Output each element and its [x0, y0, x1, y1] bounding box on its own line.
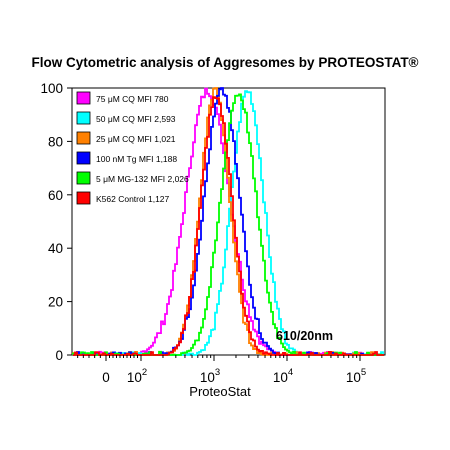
y-tick-label: 100 — [40, 81, 63, 96]
curves-group — [72, 87, 384, 356]
x-tick-label: 102 — [127, 367, 147, 385]
series-curve — [73, 96, 384, 356]
legend-label: 25 μM CQ MFI 1,021 — [96, 134, 176, 144]
legend: 75 μM CQ MFI 780 50 μM CQ MFI 2,593 25 μM … — [76, 91, 189, 205]
legend-swatch — [76, 131, 91, 145]
legend-label: 50 μM CQ MFI 2,593 — [96, 114, 176, 124]
plot-frame — [71, 87, 386, 356]
y-tick-label: 60 — [48, 188, 63, 203]
y-tick-label: 40 — [48, 241, 63, 256]
legend-swatch — [76, 151, 91, 165]
legend-swatch — [76, 191, 91, 205]
y-tick-label: 80 — [48, 134, 63, 149]
x-tick-label: 103 — [200, 367, 220, 385]
filter-annotation: 610/20nm — [276, 329, 333, 343]
legend-label: 75 μM CQ MFI 780 — [96, 94, 169, 104]
legend-label: 5 μM MG-132 MFI 2,026 — [96, 174, 189, 184]
y-tick-label: 0 — [55, 348, 63, 363]
legend-swatch — [76, 91, 91, 105]
chart-title: Flow Cytometric analysis of Aggresomes b… — [31, 55, 419, 70]
x-axis-label: ProteoStat — [189, 384, 251, 399]
x-tick-label: 0 — [102, 370, 110, 385]
x-tick-label: 104 — [273, 367, 293, 385]
x-tick-label: 105 — [346, 367, 366, 385]
legend-label: 100 nM Tg MFI 1,188 — [96, 154, 177, 164]
legend-swatch — [76, 111, 91, 125]
legend-label: K562 Control 1,127 — [96, 194, 170, 204]
y-tick-label: 20 — [48, 295, 63, 310]
legend-swatch — [76, 171, 91, 185]
